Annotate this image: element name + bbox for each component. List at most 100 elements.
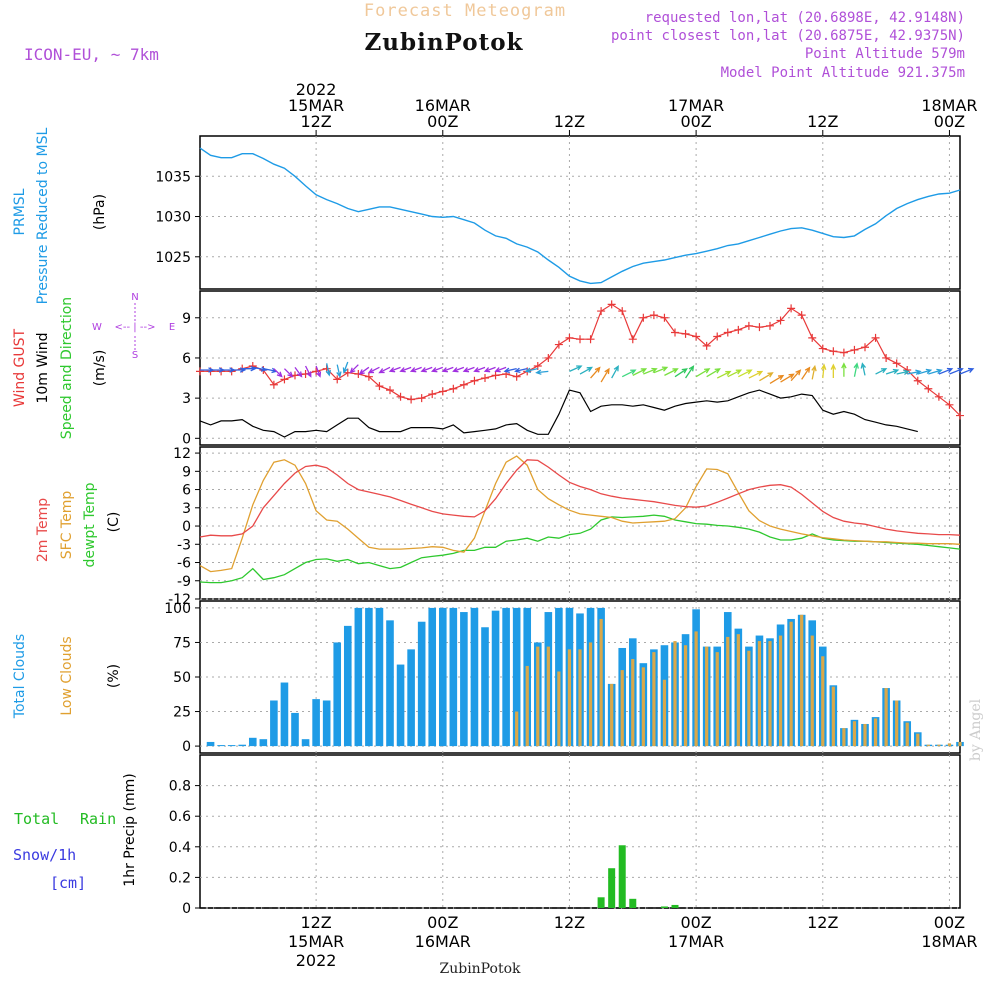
wind-direction-arrow <box>695 368 711 378</box>
wind-direction-arrow <box>653 366 669 374</box>
wind-direction-arrow <box>342 361 349 374</box>
gust-marker <box>196 367 204 376</box>
wind-direction-arrow <box>590 366 601 379</box>
bottom-time-label: 2022 <box>296 951 337 970</box>
gust-marker <box>333 375 342 384</box>
snow-unit-label: [cm] <box>50 874 86 892</box>
total-cloud-bar <box>333 642 342 747</box>
bottom-time-label: 18MAR <box>921 932 977 951</box>
low-cloud-bar <box>778 635 783 747</box>
gust-marker <box>459 380 468 389</box>
low-cloud-bar <box>588 642 593 747</box>
total-cloud-bar <box>428 607 437 747</box>
bottom-time-label: 15MAR <box>288 932 344 951</box>
gust-marker <box>913 376 922 385</box>
wind-direction-arrow <box>378 366 391 374</box>
gust-marker <box>533 361 542 370</box>
low-cloud-bar <box>673 641 677 747</box>
total-cloud-bar <box>386 620 394 747</box>
total-cloud-bar <box>248 737 257 747</box>
wind-direction-arrow <box>928 368 943 375</box>
wind-direction-arrow <box>294 366 303 378</box>
gust-marker <box>565 333 574 342</box>
gust-marker <box>797 311 806 320</box>
precip-bar <box>629 898 637 908</box>
low-cloud-bar <box>610 683 614 747</box>
precip-ytick-label: 0.2 <box>169 870 191 886</box>
gust-marker <box>660 313 669 322</box>
precip-bar <box>671 904 679 908</box>
low-cloud-bar <box>705 646 709 747</box>
gust-marker <box>839 348 848 357</box>
gust-marker <box>871 333 880 342</box>
low-cloud-bar <box>789 621 793 747</box>
gust-marker <box>829 347 838 356</box>
wind-direction-arrow <box>727 369 743 378</box>
wind-direction-arrow <box>811 364 817 380</box>
wind-direction-arrow <box>535 369 549 375</box>
wind-direction-arrow <box>949 367 964 375</box>
bottom-time-label: 00Z <box>427 913 458 932</box>
low-cloud-bar <box>536 646 540 747</box>
low-cloud-bar <box>567 649 572 747</box>
low-cloud-bar <box>726 636 730 747</box>
wind-direction-arrow <box>242 365 257 372</box>
gust-marker <box>417 394 426 403</box>
low-cloud-bar <box>863 723 867 747</box>
wind-direction-arrow <box>738 369 753 378</box>
precip-frame <box>199 754 961 909</box>
wind-direction-arrow <box>716 370 732 379</box>
wind-direction-arrow <box>748 370 764 379</box>
low-cloud-bar <box>831 686 835 747</box>
precip-bar <box>618 845 626 908</box>
total-cloud-bar <box>407 649 415 747</box>
temp-ytick-label: 3 <box>182 501 191 517</box>
low-cloud-bar <box>662 679 667 747</box>
low-cloud-bar <box>652 652 656 747</box>
wind-direction-arrow <box>885 368 900 375</box>
temp-ytick-label: -3 <box>177 537 191 553</box>
wind-direction-arrow <box>706 368 721 378</box>
gust-marker <box>512 372 521 381</box>
bottom-time-label: 00Z <box>934 913 965 932</box>
clouds-ytick-label: 75 <box>173 635 191 651</box>
total-cloud-bar <box>322 700 331 747</box>
gust-marker <box>481 374 489 383</box>
temp-ytick-label: 12 <box>173 446 191 462</box>
total-cloud-bar <box>449 607 458 747</box>
total-cloud-bar <box>280 682 289 747</box>
low-cloud-bar <box>694 631 698 747</box>
gust-marker <box>766 321 774 330</box>
top-time-label: 00Z <box>934 112 965 131</box>
wind-direction-arrow <box>907 369 922 375</box>
low-cloud-bar <box>525 665 529 747</box>
gust-marker <box>618 307 627 316</box>
gust-marker <box>681 329 690 338</box>
wind-direction-arrow <box>503 367 517 374</box>
wind-direction-arrow <box>483 366 496 373</box>
low-cloud-bar <box>905 722 909 747</box>
gust-marker <box>924 384 933 393</box>
sfc-temp-line <box>199 455 961 573</box>
temp-ytick-label: 9 <box>182 464 191 480</box>
wind-direction-arrow <box>830 363 837 379</box>
gust-marker <box>428 390 437 399</box>
gust-marker <box>861 343 869 352</box>
wind-direction-arrow <box>896 369 910 376</box>
gust-line <box>200 303 961 416</box>
low-cloud-bar <box>884 688 888 747</box>
gust-marker <box>956 411 964 420</box>
total-cloud-bar <box>206 741 215 747</box>
top-time-label: 12Z <box>554 112 585 131</box>
temp-ytick-label: -6 <box>177 556 191 572</box>
gust-marker <box>269 380 278 389</box>
low-cloud-bar <box>757 641 762 747</box>
wind-direction-arrow <box>494 366 507 373</box>
wind-direction-arrow <box>409 366 422 373</box>
pressure-label-2: Pressure Reduced to MSL <box>35 127 51 304</box>
wind-ytick-label: 6 <box>182 351 191 367</box>
footer-station: ZubinPotok <box>439 961 521 977</box>
gust-marker <box>723 328 732 337</box>
total-cloud-bar <box>238 744 247 747</box>
total-cloud-bar <box>502 607 510 747</box>
